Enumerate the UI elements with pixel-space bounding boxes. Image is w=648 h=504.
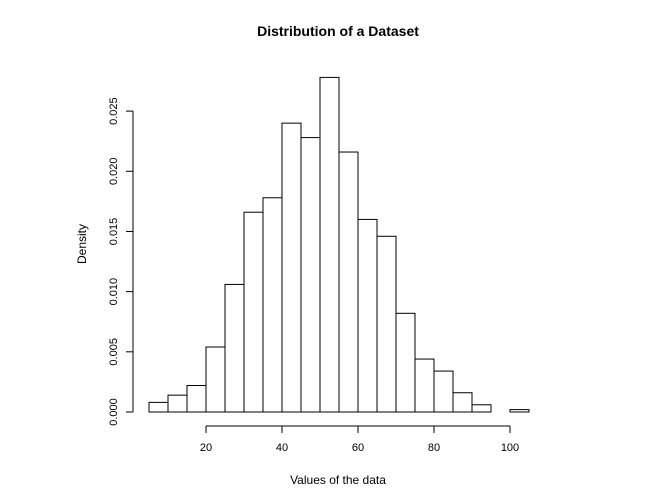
y-tick-label-0.000: 0.000 — [108, 398, 120, 426]
x-axis: 20 40 60 80 100 — [200, 425, 519, 454]
bar-35-40 — [262, 197, 283, 413]
x-tick-label-60: 60 — [352, 442, 364, 454]
y-tick-label-0.020: 0.020 — [108, 158, 120, 186]
y-tick-label-0.010: 0.010 — [108, 278, 120, 306]
y-tick-label-0.025: 0.025 — [108, 97, 120, 125]
x-tick-label-40: 40 — [276, 442, 288, 454]
bar-40-45 — [281, 122, 302, 413]
bar-80-85 — [433, 370, 454, 413]
bar-50-55 — [319, 76, 340, 413]
bar-75-80 — [414, 358, 435, 413]
bar-60-65 — [357, 218, 378, 413]
y-axis: 0.000 0.005 0.010 0.015 0.020 0.025 — [108, 97, 134, 426]
bar-30-35 — [243, 211, 264, 413]
bar-5-10 — [148, 401, 169, 413]
chart-title: Distribution of a Dataset — [257, 23, 419, 39]
x-tick-label-80: 80 — [428, 442, 440, 454]
bar-45-50 — [300, 137, 321, 413]
y-tick-label-0.005: 0.005 — [108, 338, 120, 366]
bar-10-15 — [167, 394, 188, 413]
bar-65-70 — [376, 235, 397, 413]
y-tick-label-0.015: 0.015 — [108, 218, 120, 246]
bar-70-75 — [395, 312, 416, 413]
bar-100-105 — [509, 409, 530, 413]
x-axis-label: Values of the data — [290, 473, 386, 487]
bars-group — [148, 76, 530, 413]
bar-20-25 — [205, 346, 226, 413]
bar-55-60 — [338, 151, 359, 413]
x-tick-label-100: 100 — [501, 442, 519, 454]
y-axis-label: Density — [75, 224, 89, 264]
bar-85-90 — [452, 392, 473, 413]
x-tick-label-20: 20 — [200, 442, 212, 454]
bar-90-95 — [471, 404, 492, 413]
bar-15-20 — [186, 385, 207, 413]
bar-25-30 — [224, 283, 245, 413]
